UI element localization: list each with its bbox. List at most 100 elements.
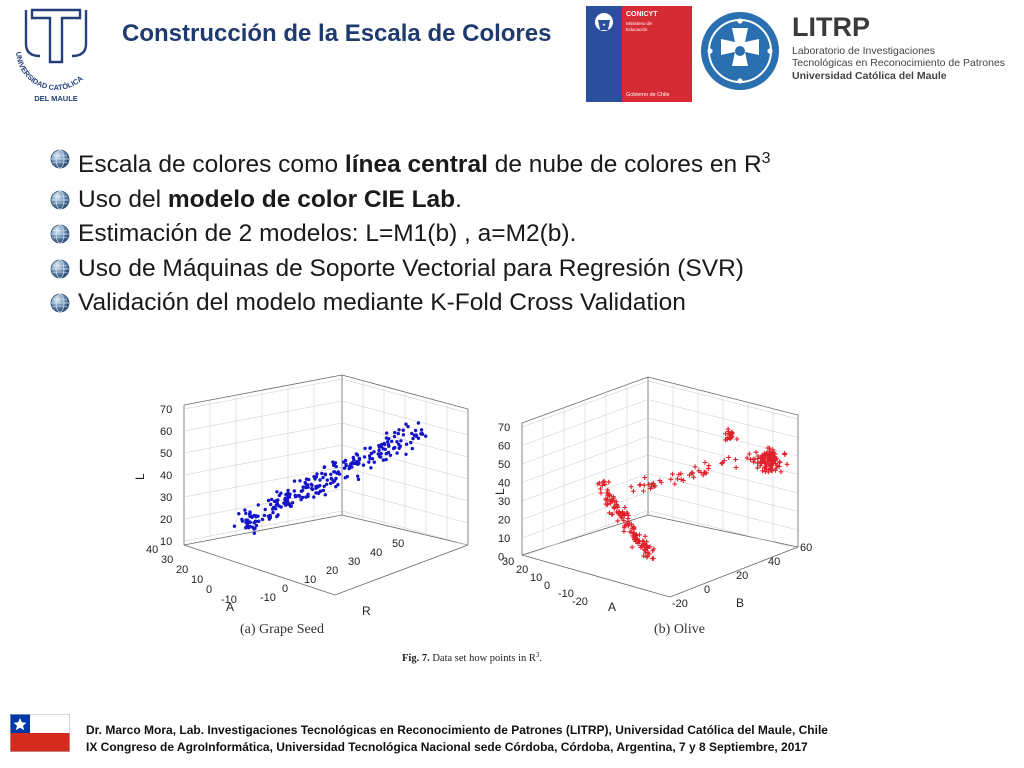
plot-b-point xyxy=(637,482,643,488)
plot-a-point xyxy=(361,463,366,467)
plot-a-point xyxy=(393,430,397,435)
plot-a-point xyxy=(315,472,319,476)
plot-a-point xyxy=(344,462,348,467)
plot-a-point xyxy=(354,452,358,456)
slide-title: Construcción de la Escala de Colores xyxy=(122,20,552,47)
plot-a-point xyxy=(306,492,310,496)
conicyt-line3: Educación xyxy=(626,27,648,32)
plot-a-z-tick: 70 xyxy=(160,404,172,416)
plot-a-points xyxy=(232,421,428,535)
plot-a-point xyxy=(321,488,326,493)
bullet-text: Uso de Máquinas de Soporte Vectorial par… xyxy=(78,254,744,282)
plot-b-point xyxy=(605,501,611,507)
plot-a-point xyxy=(286,494,290,498)
plot-a-point xyxy=(323,493,327,497)
plot-a-point xyxy=(316,491,321,495)
plot-a-point xyxy=(397,428,401,432)
plot-a-point xyxy=(253,519,258,523)
plot-a-point xyxy=(354,462,358,466)
plot-a-point xyxy=(392,434,397,439)
plot-a-point xyxy=(304,495,308,499)
plot-a-point xyxy=(372,460,376,464)
plot-b-point xyxy=(641,482,647,488)
plot-a-point xyxy=(279,491,283,495)
plot-b-point xyxy=(687,472,692,478)
plot-b-point xyxy=(647,544,653,550)
plot-b-point xyxy=(744,455,750,461)
plot-b-point xyxy=(702,460,708,465)
plot-b-point xyxy=(641,539,647,545)
plot-a-point xyxy=(386,443,391,447)
plot-b-point xyxy=(773,465,779,471)
plot-a-b-tick: 20 xyxy=(326,565,338,577)
plot-b-point xyxy=(641,553,647,559)
chile-flag-icon xyxy=(10,714,70,752)
plot-b-point xyxy=(625,513,631,518)
plot-a-point xyxy=(289,504,293,508)
plot-b-b-tick: 0 xyxy=(704,584,710,596)
litrp-emblem-icon xyxy=(701,12,779,90)
plot-a-point xyxy=(352,458,356,462)
bullet-item: Uso del modelo de color CIE Lab. xyxy=(50,183,1010,218)
plot-a-point xyxy=(304,485,308,490)
plot-a-point xyxy=(286,502,291,507)
plot-a-point xyxy=(293,495,298,499)
plot-b-b-tick: 60 xyxy=(800,542,812,554)
plot-b-point xyxy=(765,457,771,462)
bullet-item: Validación del modelo mediante K-Fold Cr… xyxy=(50,286,1010,321)
plot-a-point xyxy=(343,458,348,463)
bullet-item: Uso de Máquinas de Soporte Vectorial par… xyxy=(50,252,1010,287)
plot-b-b-tick: 40 xyxy=(768,556,780,568)
plot-a-point xyxy=(411,436,415,441)
plot-b-a-tick: -20 xyxy=(572,596,588,608)
plot-a-z-tick: 50 xyxy=(160,448,172,460)
plot-b-point xyxy=(598,486,603,492)
plot-b-point xyxy=(648,484,654,490)
conicyt-footer: Gobierno de Chile xyxy=(626,92,669,98)
plot-b-a-tick: 10 xyxy=(530,572,542,584)
plot-a-point xyxy=(414,433,418,437)
plot-a-point xyxy=(410,446,414,451)
plot-a-point xyxy=(419,428,424,432)
plot-a-point xyxy=(383,442,387,447)
plot-b-point xyxy=(761,455,767,461)
plot-a-z-label: L xyxy=(133,473,147,480)
plot-b-point xyxy=(698,470,704,475)
plot-b-z-tick: 20 xyxy=(498,515,510,527)
plot-b-point xyxy=(649,556,655,561)
plot-a-point xyxy=(336,483,340,487)
plot-b-point xyxy=(622,505,628,510)
plot-a-point xyxy=(305,483,310,487)
plot-b-point xyxy=(644,554,650,560)
plot-a-point xyxy=(343,476,347,480)
plot-a-a-tick: 20 xyxy=(176,564,188,576)
plot-a-b-tick: 50 xyxy=(392,538,404,550)
plot-b-point xyxy=(627,521,632,527)
plot-b-point xyxy=(755,465,760,471)
plot-a-point xyxy=(271,510,275,515)
plot-a-point xyxy=(256,503,260,507)
plot-b-point xyxy=(675,476,680,482)
plot-a-point xyxy=(263,507,267,512)
plot-b-point xyxy=(628,529,634,535)
plot-a-point xyxy=(379,451,383,456)
plot-b-point xyxy=(597,480,602,486)
plot-a-point xyxy=(399,439,403,443)
plot-a-point xyxy=(275,499,279,503)
plot-b-point xyxy=(668,476,674,482)
plot-a-a-tick: 10 xyxy=(191,574,203,586)
plot-b-a-tick: -10 xyxy=(558,588,574,600)
plot-a-point xyxy=(322,484,326,488)
conicyt-name: CONICYT xyxy=(626,11,658,18)
plot-a-point xyxy=(419,432,423,436)
plot-a-point xyxy=(262,513,267,518)
plot-b-b-label: B xyxy=(736,596,744,610)
bullet-item: Escala de colores como línea central de … xyxy=(50,142,1010,183)
plot-a-point xyxy=(237,512,241,516)
figure-caption: Fig. 7. Data set how points in R3. xyxy=(402,651,542,664)
plot-b-point xyxy=(619,515,625,521)
plot-a-point xyxy=(269,497,274,502)
plot-a-point xyxy=(347,464,352,469)
plot-b-a-tick: 0 xyxy=(544,580,550,592)
